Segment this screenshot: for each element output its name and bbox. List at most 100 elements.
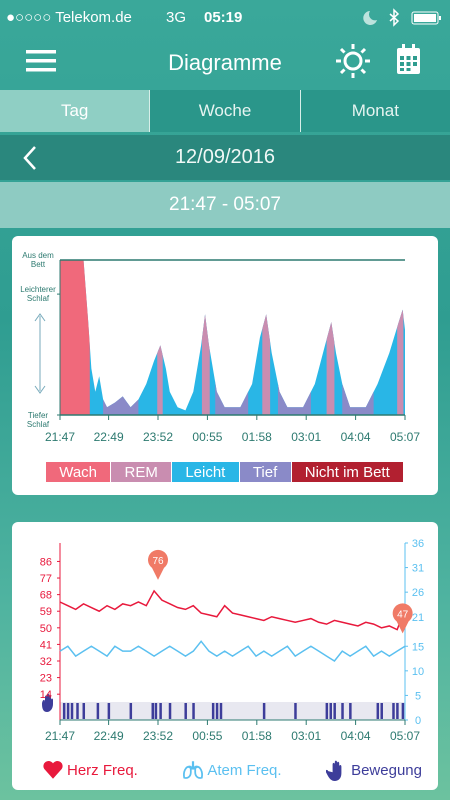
legend-label: Bewegung: [351, 761, 422, 779]
x-tick-label: 00:55: [192, 430, 222, 444]
network: 3G: [166, 9, 187, 26]
moon-icon: [363, 11, 377, 25]
status-bar: ●○○○○ Telekom.de 3G 05:19: [0, 0, 450, 40]
y-tick-label: 86: [40, 556, 52, 568]
y2-tick-label: 21: [412, 612, 424, 624]
series-line: [59, 640, 406, 662]
movement-bar: [349, 703, 352, 719]
y2-tick-label: 5: [415, 690, 421, 702]
stage-band: [326, 260, 335, 415]
movement-bar: [211, 703, 215, 719]
sleep-arrow: [34, 313, 46, 394]
stage-band: [60, 260, 90, 415]
y-tick-label: 59: [40, 606, 52, 618]
back-button[interactable]: [22, 145, 38, 171]
legend-icon: [43, 760, 63, 779]
y2-tick-label: 36: [412, 538, 424, 550]
stage-band: [397, 260, 404, 415]
movement-bar: [380, 703, 383, 719]
tab[interactable]: Tag: [0, 90, 150, 132]
stage-layer: [60, 260, 404, 415]
y-tick-label: 32: [40, 656, 52, 668]
movement-bar: [184, 703, 187, 719]
movement-bar: [341, 703, 344, 719]
sun-button[interactable]: [334, 42, 372, 80]
bluetooth-icon: [389, 8, 400, 27]
movement-bar: [396, 703, 399, 719]
movement-bar: [159, 703, 162, 719]
legend-item: Atem Freq.: [182, 759, 282, 781]
x-tick-label: 01:58: [242, 729, 272, 743]
stage-band: [262, 260, 271, 415]
x-tick-label: 03:01: [291, 430, 321, 444]
y2-tick-label: 10: [412, 666, 424, 678]
tab[interactable]: Woche: [149, 90, 299, 132]
header-title: Diagramme: [168, 50, 282, 75]
stage-band: [277, 260, 311, 415]
sleep-chart: 21:47 22:49 23:52 00:55 01:58 03:01 04:04 05:07: [34, 259, 420, 444]
x-tick-label: 05:07: [390, 729, 420, 743]
vitals-card: 86 77 68 59 50 41 32 23 14 36 31 26 21 15 10 5 0 21:47 22:…: [12, 522, 438, 790]
vitals-legend: Herz Freq. Atem Freq. Bewegung: [42, 758, 422, 782]
x-tick-label: 23:52: [143, 729, 173, 743]
legend-icon: [326, 760, 342, 781]
x-tick-label: 04:04: [341, 729, 371, 743]
movement-bar: [376, 703, 380, 719]
legend-item: Nicht im Bett: [291, 462, 403, 482]
marker-label: 76: [152, 556, 164, 567]
y-tick-label: 23: [40, 673, 52, 685]
x-tick-label: 01:58: [242, 430, 272, 444]
x-tick-label: 23:52: [143, 430, 173, 444]
movement-bar: [192, 703, 195, 719]
value-marker: [392, 603, 413, 634]
y2-tick-label: 26: [412, 587, 424, 599]
y-tick-label: Tiefer Schlaf: [26, 411, 50, 429]
x-tick-label: 05:07: [390, 430, 420, 444]
time-range: 21:47 - 05:07: [169, 194, 281, 215]
header: Diagramme: [0, 40, 450, 85]
stage-band: [103, 260, 139, 415]
legend-item: Herz Freq.: [42, 759, 138, 781]
movement-bar: [325, 703, 329, 719]
y-tick-label: 68: [40, 590, 52, 602]
movement-bar: [66, 703, 70, 719]
date-bar: 12/09/2016: [0, 135, 450, 180]
y-tick-label: 50: [40, 623, 52, 635]
tab[interactable]: Monat: [299, 90, 450, 132]
movement-bar: [151, 703, 155, 719]
x-tick-label: 22:49: [94, 430, 124, 444]
movement-bar: [76, 703, 79, 719]
menu-button[interactable]: [26, 48, 58, 74]
y-tick-label: 77: [40, 573, 52, 585]
legend-item: Wach: [46, 462, 111, 482]
x-tick-label: 04:04: [341, 430, 371, 444]
x-tick-label: 21:47: [45, 729, 75, 743]
movement-axis-icon: [42, 693, 53, 712]
movement-bar: [262, 703, 266, 719]
stage-band: [157, 260, 163, 415]
battery-level: [414, 14, 436, 22]
y-tick-label: Leichterer Schlaf: [20, 285, 56, 304]
legend-item: Tief: [239, 462, 291, 482]
value-marker: [148, 549, 169, 580]
tab-bar: Tag Woche Monat: [0, 90, 450, 132]
movement-bar: [129, 703, 133, 719]
date: 12/09/2016: [174, 146, 276, 168]
movement-bar: [96, 703, 100, 719]
movement-bar: [70, 703, 74, 719]
y2-tick-label: 15: [412, 641, 424, 653]
movement-bar: [329, 703, 333, 719]
clock: 05:19: [204, 9, 243, 26]
y2-tick-label: 0: [415, 715, 421, 727]
battery-tip: [439, 16, 441, 20]
sleep-card: 21:47 22:49 23:52 00:55 01:58 03:01 04:04 05:07…: [12, 236, 438, 495]
x-tick-label: 21:47: [45, 430, 75, 444]
sleep-area: [60, 260, 405, 415]
calendar-button[interactable]: [396, 44, 422, 76]
status-icons: [363, 8, 441, 27]
movement-bar: [107, 703, 111, 719]
movement-bar: [168, 703, 172, 719]
time-range-bar: 21:47 - 05:07: [0, 182, 450, 228]
movement-bar: [82, 703, 86, 719]
